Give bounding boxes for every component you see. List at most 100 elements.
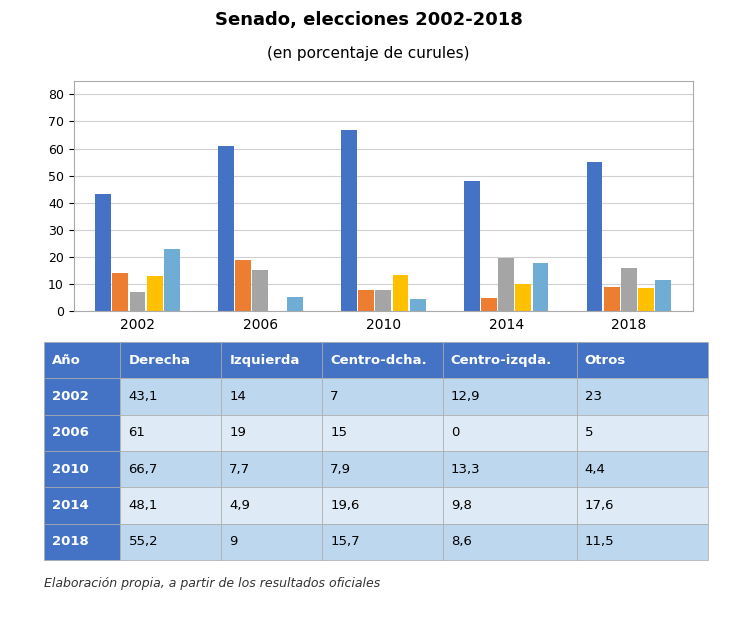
- Text: 11,5: 11,5: [584, 535, 615, 548]
- Bar: [120, 378, 221, 415]
- Bar: [515, 284, 531, 311]
- Bar: [341, 131, 357, 311]
- Bar: [253, 271, 268, 311]
- Bar: [113, 273, 128, 311]
- Bar: [464, 181, 480, 311]
- Bar: [221, 342, 322, 378]
- Bar: [375, 290, 391, 311]
- Text: 43,1: 43,1: [128, 390, 158, 403]
- Bar: [443, 342, 577, 378]
- Text: 19,6: 19,6: [330, 499, 360, 512]
- Bar: [322, 342, 443, 378]
- Bar: [322, 451, 443, 487]
- Text: 61: 61: [128, 426, 145, 439]
- Text: 7,9: 7,9: [330, 463, 351, 476]
- Text: 7: 7: [330, 390, 338, 403]
- Bar: [410, 299, 425, 311]
- Text: Elaboración propia, a partir de los resultados oficiales: Elaboración propia, a partir de los resu…: [44, 577, 380, 590]
- Bar: [443, 378, 577, 415]
- Text: Centro-dcha.: Centro-dcha.: [330, 354, 427, 367]
- Bar: [120, 415, 221, 451]
- Bar: [604, 287, 620, 311]
- Text: 55,2: 55,2: [128, 535, 158, 548]
- Bar: [44, 415, 120, 451]
- Text: 17,6: 17,6: [584, 499, 615, 512]
- Text: Centro-izqda.: Centro-izqda.: [451, 354, 552, 367]
- Bar: [587, 162, 602, 311]
- Bar: [221, 415, 322, 451]
- Text: 2006: 2006: [52, 426, 89, 439]
- Bar: [533, 263, 548, 311]
- Bar: [120, 487, 221, 524]
- Bar: [322, 378, 443, 415]
- Text: 15: 15: [330, 426, 347, 439]
- Text: 4,4: 4,4: [584, 463, 606, 476]
- Bar: [287, 297, 303, 311]
- Text: Senado, elecciones 2002-2018: Senado, elecciones 2002-2018: [214, 11, 523, 29]
- Bar: [44, 524, 120, 560]
- Bar: [120, 524, 221, 560]
- Text: (en porcentaje de curules): (en porcentaje de curules): [268, 46, 469, 62]
- Legend: Derecha, Izquierda, Centro Derecha, Centro Izquierda, Otros: Derecha, Izquierda, Centro Derecha, Cent…: [151, 347, 615, 369]
- Bar: [577, 487, 708, 524]
- Bar: [358, 290, 374, 311]
- Bar: [481, 298, 497, 311]
- Bar: [120, 451, 221, 487]
- Bar: [120, 342, 221, 378]
- Bar: [577, 342, 708, 378]
- Bar: [577, 378, 708, 415]
- Bar: [147, 276, 163, 311]
- Bar: [130, 292, 145, 311]
- Bar: [443, 451, 577, 487]
- Bar: [577, 415, 708, 451]
- Text: 7,7: 7,7: [229, 463, 251, 476]
- Bar: [621, 269, 637, 311]
- Bar: [221, 524, 322, 560]
- Bar: [44, 451, 120, 487]
- Bar: [498, 258, 514, 311]
- Bar: [95, 194, 111, 311]
- Text: 8,6: 8,6: [451, 535, 472, 548]
- Text: 9,8: 9,8: [451, 499, 472, 512]
- Text: 23: 23: [584, 390, 602, 403]
- Bar: [577, 524, 708, 560]
- Text: 14: 14: [229, 390, 246, 403]
- Text: 19: 19: [229, 426, 246, 439]
- Bar: [655, 280, 671, 311]
- Bar: [577, 451, 708, 487]
- Text: 2002: 2002: [52, 390, 89, 403]
- Text: Otros: Otros: [584, 354, 626, 367]
- Text: 4,9: 4,9: [229, 499, 250, 512]
- Text: Izquierda: Izquierda: [229, 354, 300, 367]
- Bar: [393, 275, 408, 311]
- Bar: [44, 487, 120, 524]
- Bar: [443, 524, 577, 560]
- Text: 5: 5: [584, 426, 593, 439]
- Bar: [44, 342, 120, 378]
- Text: 2010: 2010: [52, 463, 89, 476]
- Text: Año: Año: [52, 354, 81, 367]
- Bar: [235, 259, 251, 311]
- Text: 66,7: 66,7: [128, 463, 158, 476]
- Bar: [221, 451, 322, 487]
- Bar: [322, 415, 443, 451]
- Text: 2018: 2018: [52, 535, 89, 548]
- Bar: [322, 487, 443, 524]
- Bar: [221, 378, 322, 415]
- Bar: [443, 487, 577, 524]
- Text: 48,1: 48,1: [128, 499, 158, 512]
- Text: 2014: 2014: [52, 499, 89, 512]
- Bar: [218, 146, 234, 311]
- Bar: [322, 524, 443, 560]
- Text: 0: 0: [451, 426, 459, 439]
- Text: 9: 9: [229, 535, 237, 548]
- Text: 15,7: 15,7: [330, 535, 360, 548]
- Bar: [443, 415, 577, 451]
- Bar: [164, 249, 180, 311]
- Text: 13,3: 13,3: [451, 463, 481, 476]
- Bar: [44, 378, 120, 415]
- Bar: [221, 487, 322, 524]
- Bar: [638, 288, 654, 311]
- Text: 12,9: 12,9: [451, 390, 481, 403]
- Text: Derecha: Derecha: [128, 354, 190, 367]
